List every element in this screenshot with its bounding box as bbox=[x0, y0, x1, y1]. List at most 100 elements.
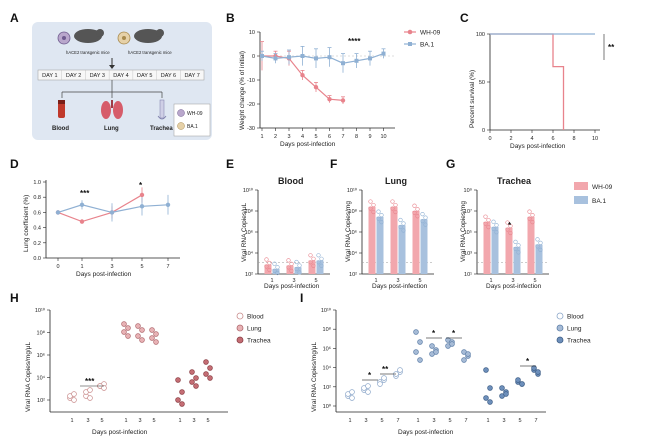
f-y-tick-label: 10² bbox=[349, 272, 357, 278]
h-points bbox=[67, 321, 213, 407]
panel-label-f: F bbox=[330, 157, 337, 171]
d-x-tick-label: 3 bbox=[110, 264, 113, 270]
e-point bbox=[308, 260, 313, 265]
e-bar bbox=[308, 260, 316, 274]
timeline-day-label: DAY 3 bbox=[90, 73, 105, 79]
e-point bbox=[297, 263, 302, 268]
d-series-line bbox=[57, 194, 143, 223]
h-point bbox=[189, 369, 195, 375]
g-bar bbox=[527, 216, 535, 274]
e-point bbox=[311, 263, 316, 268]
g-legend-wh09-swatch bbox=[574, 182, 588, 190]
g-point bbox=[538, 240, 543, 245]
panel-label-b: B bbox=[226, 11, 235, 25]
f-point bbox=[390, 199, 395, 204]
c-x-tick-label: 0 bbox=[488, 136, 491, 142]
h-x-ticks: 1 3 5 1 3 5 1 3 5 bbox=[70, 418, 209, 424]
h-x-tick-label: 1 bbox=[70, 418, 73, 424]
e-point bbox=[272, 268, 277, 273]
i-point bbox=[413, 329, 419, 335]
i-point bbox=[515, 377, 521, 383]
g-point bbox=[486, 218, 491, 223]
f-point bbox=[376, 216, 381, 221]
panel-c-survival-chart: 0 50 100 0 2 4 6 8 10 Days post-infection Perce… bbox=[469, 32, 615, 150]
i-x-tick-label: 1 bbox=[486, 418, 489, 424]
schematic-legend-wh09: WH-09 bbox=[187, 111, 203, 117]
d-y-tick-label: 0.8 bbox=[33, 195, 41, 201]
h-point bbox=[135, 323, 141, 329]
e-point bbox=[319, 263, 324, 268]
h-y-label: Viral RNA Copies/mg/μL bbox=[25, 342, 32, 412]
i-x-ticks: 1 3 5 7 1 3 5 7 1 3 5 7 bbox=[348, 418, 537, 424]
h-point bbox=[207, 375, 213, 381]
h-point bbox=[193, 383, 199, 389]
timeline-day-label: DAY 7 bbox=[184, 73, 199, 79]
e-point bbox=[319, 256, 324, 261]
g-x-tick-label: 1 bbox=[489, 278, 492, 284]
b-legend-wh09: WH-09 bbox=[420, 30, 441, 37]
h-point bbox=[203, 371, 209, 377]
b-significance: **** bbox=[348, 37, 361, 46]
b-x-tick-label: 1 bbox=[260, 134, 263, 140]
c-y-tick-label: 50 bbox=[479, 80, 485, 86]
i-point bbox=[377, 381, 383, 387]
g-significance: * bbox=[508, 221, 512, 230]
i-point bbox=[465, 351, 471, 357]
g-point bbox=[508, 230, 513, 236]
panel-b-weight-chart: -30 -20 -10 0 10 1 2 3 4 5 6 7 8 9 10 Days post-infec… bbox=[239, 30, 441, 149]
d-point bbox=[79, 219, 85, 224]
g-bar bbox=[491, 226, 499, 274]
g-point bbox=[505, 220, 510, 225]
g-x-tick-label: 5 bbox=[533, 278, 536, 284]
g-point bbox=[516, 243, 521, 248]
h-point bbox=[87, 387, 93, 393]
b-x-tick-label: 7 bbox=[341, 134, 344, 140]
i-significance-5: * bbox=[526, 357, 530, 366]
b-point bbox=[340, 98, 346, 103]
h-x-tick-label: 3 bbox=[86, 418, 89, 424]
mouse-label-1: hACE2 transgenic mice bbox=[66, 50, 110, 55]
e-x-label: Days post-infection bbox=[264, 283, 320, 290]
schematic-legend-box bbox=[173, 103, 211, 137]
c-x-tick-label: 8 bbox=[572, 136, 575, 142]
b-x-ticks: 1 2 3 4 5 6 7 8 9 10 bbox=[260, 128, 387, 140]
mouse-icon-1 bbox=[74, 29, 104, 43]
g-y-tick-label: 10⁹ bbox=[464, 187, 472, 194]
panel-label-i: I bbox=[300, 291, 303, 305]
g-point bbox=[535, 244, 540, 249]
e-y-tick-label: 10⁶ bbox=[245, 229, 253, 236]
g-bar bbox=[513, 247, 521, 274]
b-y-ticks: -30 -20 -10 0 10 bbox=[247, 30, 260, 132]
d-point bbox=[165, 202, 171, 207]
b-point bbox=[381, 51, 386, 56]
f-bar bbox=[390, 206, 398, 274]
b-point bbox=[273, 56, 278, 61]
i-point bbox=[483, 367, 489, 373]
c-x-tick-label: 10 bbox=[592, 136, 598, 142]
g-point bbox=[516, 250, 521, 255]
f-bar bbox=[398, 225, 406, 274]
b-point bbox=[327, 55, 332, 60]
h-legend-trachea: Trachea bbox=[247, 338, 271, 345]
g-point bbox=[494, 223, 499, 228]
e-point bbox=[294, 266, 299, 272]
i-x-tick-label: 3 bbox=[432, 418, 435, 424]
g-bar bbox=[505, 227, 513, 274]
i-point bbox=[433, 349, 439, 355]
h-y-tick-label: 10⁸ bbox=[37, 330, 45, 337]
b-point bbox=[300, 73, 305, 78]
g-point bbox=[530, 220, 535, 225]
e-point bbox=[311, 256, 316, 261]
g-point bbox=[513, 246, 518, 251]
d-significance-day1: *** bbox=[80, 189, 90, 198]
e-y-tick-label: 10¹⁰ bbox=[243, 187, 254, 194]
panel-label-h: H bbox=[10, 291, 19, 305]
b-x-tick-label: 10 bbox=[380, 134, 386, 140]
d-x-tick-label: 0 bbox=[56, 264, 59, 270]
b-x-label: Days post-infection bbox=[280, 141, 336, 148]
b-x-tick-label: 9 bbox=[368, 134, 371, 140]
b-series bbox=[259, 41, 386, 104]
f-point bbox=[379, 213, 384, 218]
panel-label-e: E bbox=[226, 157, 234, 171]
e-point bbox=[267, 260, 272, 266]
